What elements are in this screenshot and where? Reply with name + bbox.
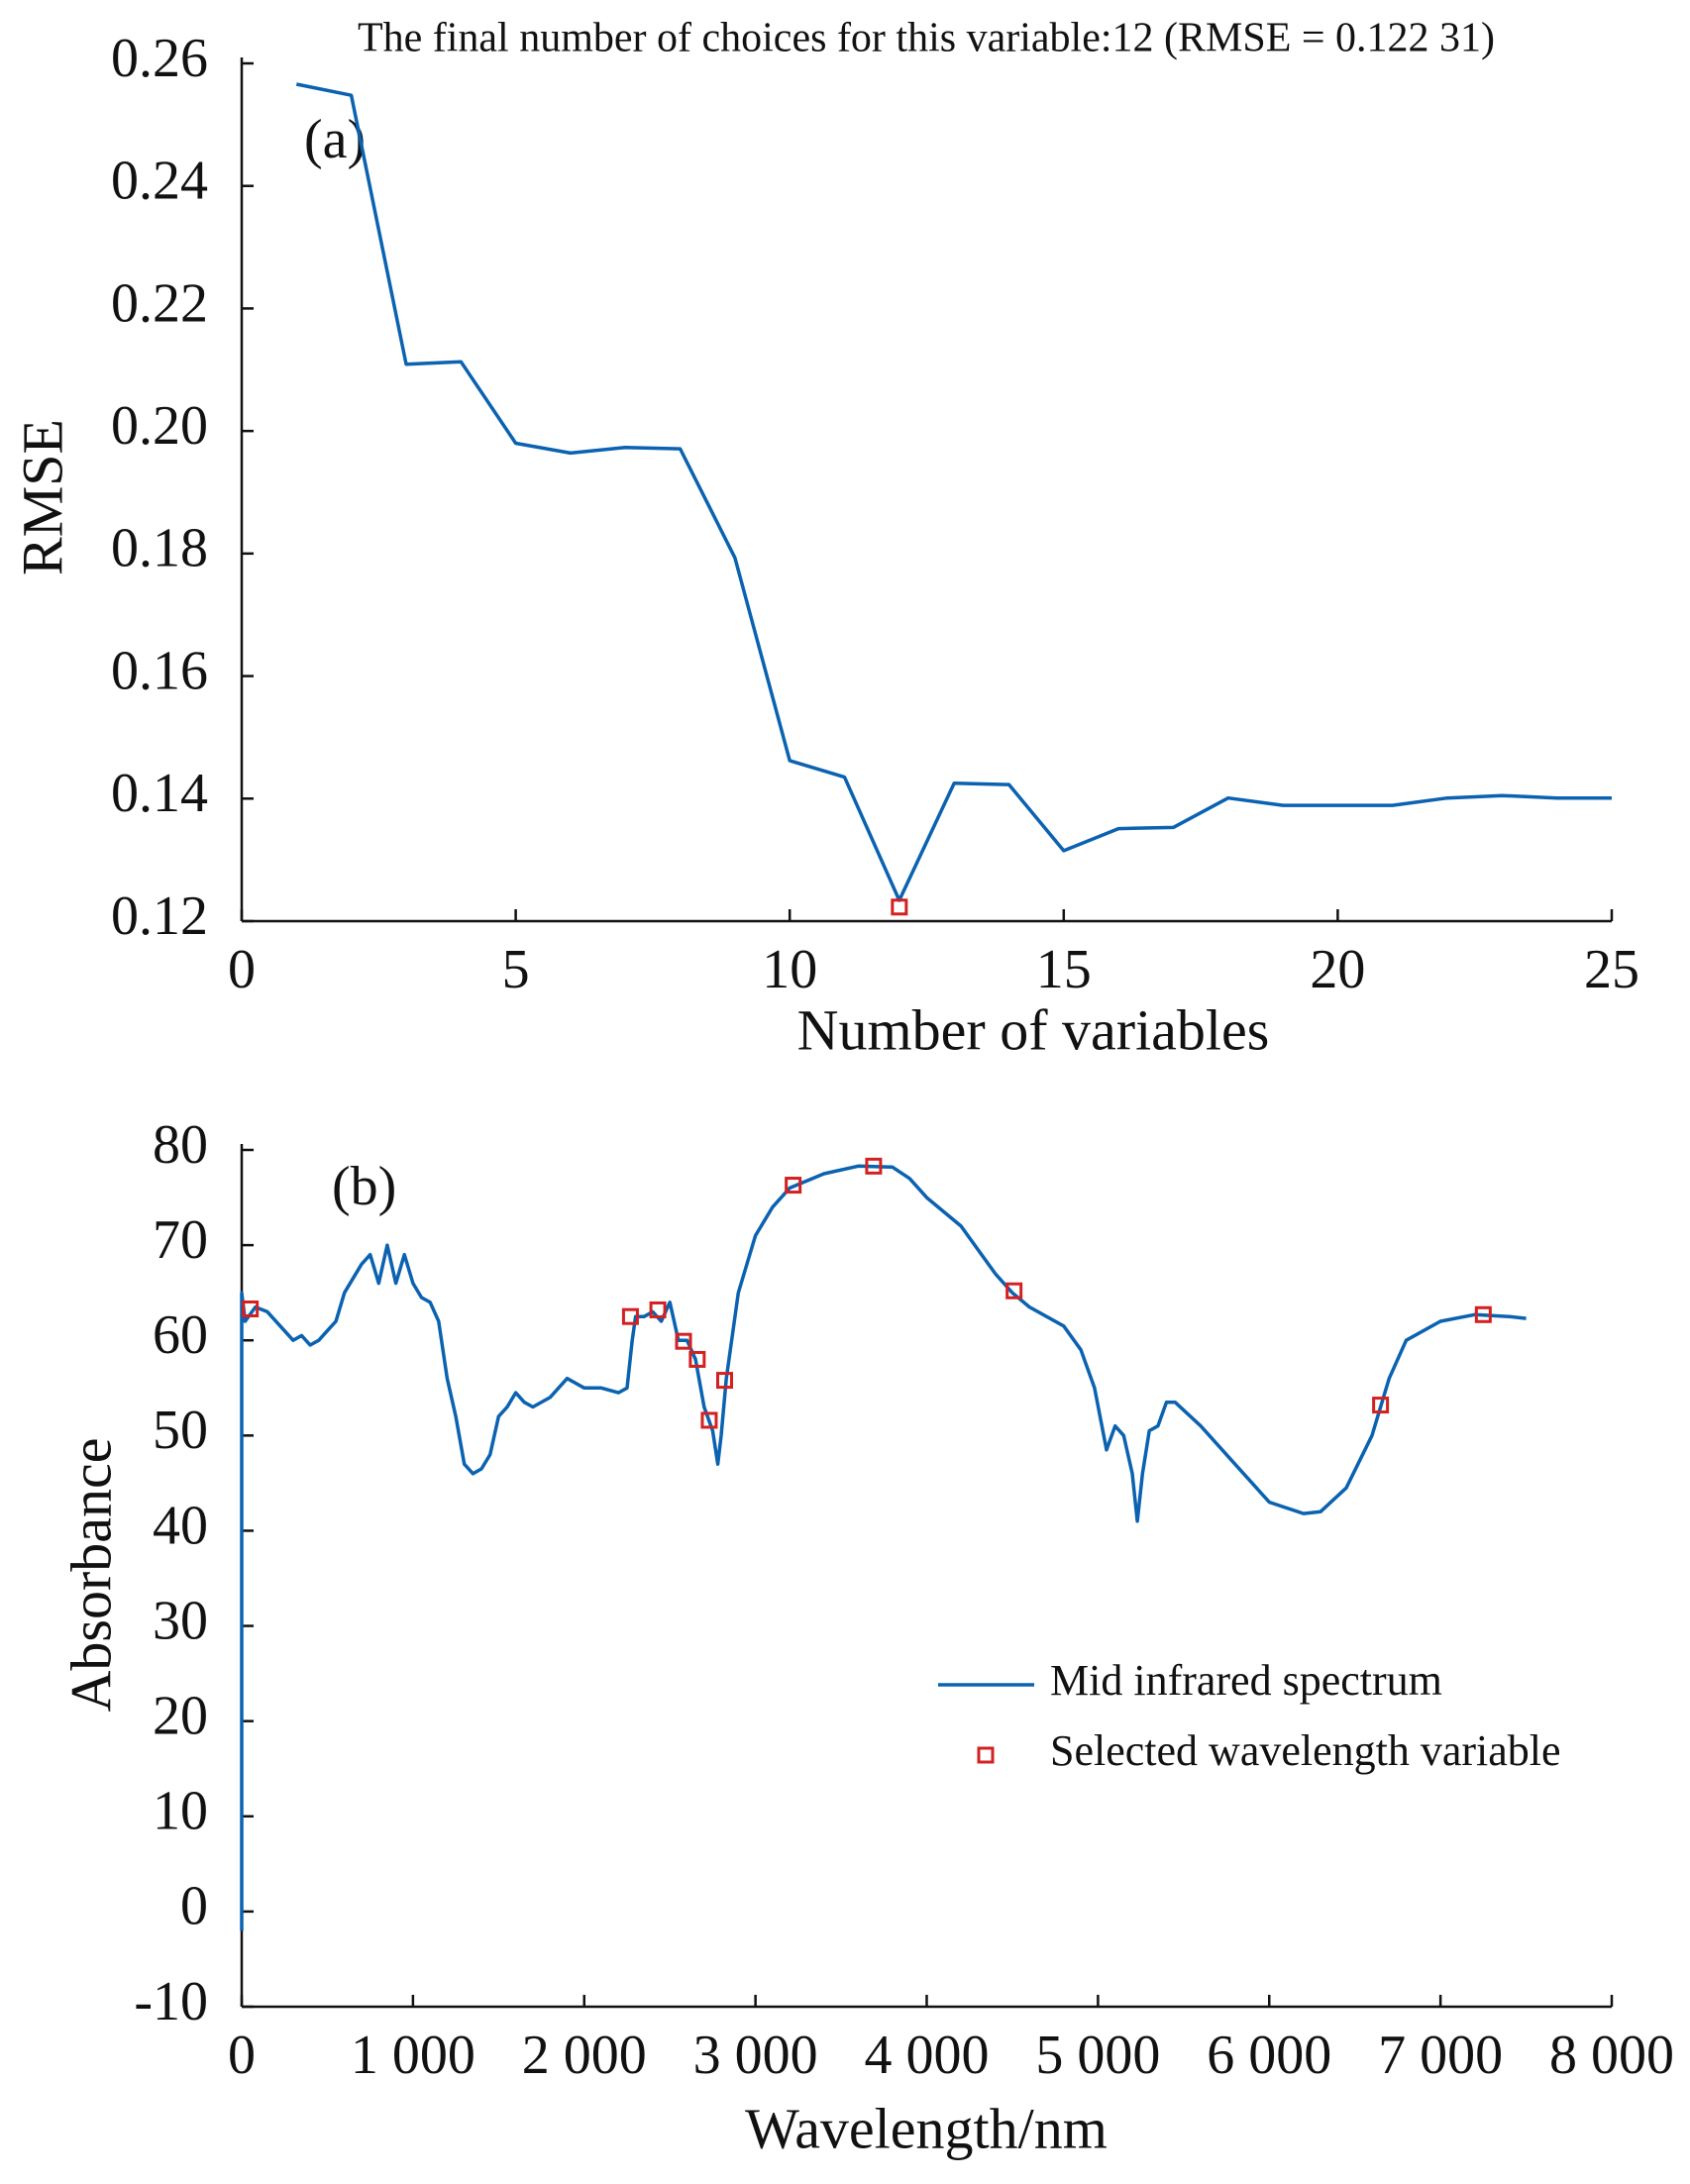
x-tick-label: 3 000 [693,2025,818,2086]
y-tick-label: 10 [153,1781,208,1842]
x-tick-label: 6 000 [1207,2025,1331,2086]
y-tick-label: 0.14 [111,763,208,824]
x-tick-label: 20 [1310,939,1365,1000]
x-tick-label: 5 [502,939,530,1000]
x-tick-label: 4 000 [865,2025,990,2086]
selected-marker [1474,1305,1492,1323]
y-tick-label: -10 [134,1971,208,2032]
panel-label: (b) [332,1156,396,1217]
legend-marker [977,1746,995,1764]
x-tick-label: 5 000 [1035,2025,1160,2086]
y-tick-label: 70 [153,1209,208,1271]
y-tick-label: 0.24 [111,151,208,212]
y-tick-label: 0.20 [111,395,208,457]
y-tick-label: 20 [153,1686,208,1747]
x-tick-label: 0 [228,2025,256,2086]
y-tick-label: 0.26 [111,28,208,89]
selected-marker [649,1300,667,1318]
chart-title: The final number of choices for this var… [358,16,1495,61]
y-tick-label: 50 [153,1400,208,1461]
x-tick-label: 15 [1036,939,1092,1000]
x-axis-label: Wavelength/nm [745,2096,1108,2160]
y-tick-label: 0.12 [111,885,208,947]
y-tick-label: 0.22 [111,272,208,334]
x-tick-label: 8 000 [1549,2025,1674,2086]
y-tick-label: 0.16 [111,640,208,701]
x-tick-label: 2 000 [522,2025,647,2086]
selected-marker [891,898,908,916]
selected-marker [242,1300,260,1318]
x-tick-label: 25 [1584,939,1639,1000]
selected-marker [1005,1282,1023,1300]
y-tick-label: 40 [153,1495,208,1556]
selected-marker [688,1350,706,1368]
x-axis-label: Number of variables [797,997,1270,1062]
x-tick-label: 1 000 [351,2025,475,2086]
y-tick-label: 80 [153,1114,208,1176]
y-tick-label: 60 [153,1304,208,1366]
x-tick-label: 10 [762,939,817,1000]
selected-marker [716,1372,734,1390]
y-tick-label: 30 [153,1590,208,1651]
legend-label: Selected wavelength variable [1050,1726,1561,1775]
legend-label: Mid infrared spectrum [1050,1656,1442,1705]
y-axis-label: Absorbance [58,1437,123,1712]
y-tick-label: 0.18 [111,518,208,579]
selected-marker [700,1411,718,1429]
x-tick-label: 0 [228,939,256,1000]
y-tick-label: 0 [180,1876,208,1937]
x-tick-label: 7 000 [1378,2025,1503,2086]
data-line [295,82,1612,902]
selected-marker [865,1157,883,1175]
selected-marker [621,1307,639,1325]
selected-marker [1372,1397,1390,1414]
data-line [240,1164,1527,1931]
selected-marker [785,1177,802,1195]
selected-marker [675,1332,692,1350]
y-axis-label: RMSE [10,419,74,575]
